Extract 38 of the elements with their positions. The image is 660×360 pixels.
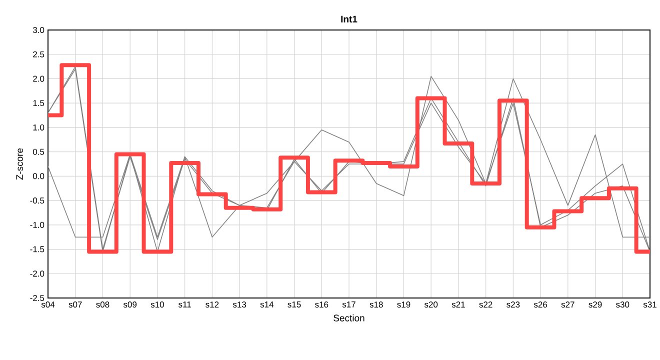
x-tick-label: s16 xyxy=(315,302,328,308)
x-tick-label: s20 xyxy=(424,302,438,308)
x-tick-label: s22 xyxy=(479,302,492,308)
x-tick-label: s29 xyxy=(588,302,602,308)
y-tick-label: -1.5 xyxy=(30,246,44,252)
y-tick-label: 0.5 xyxy=(32,148,44,155)
chart-title: Int1 xyxy=(341,16,358,22)
y-tick-label: -1.0 xyxy=(30,222,44,228)
x-tick-label: s10 xyxy=(150,302,164,308)
y-axis-title: Z-score xyxy=(16,148,23,180)
x-tick-label: s30 xyxy=(616,302,630,308)
y-tick-label: -0.5 xyxy=(30,198,44,204)
y-tick-label: -2.5 xyxy=(30,295,44,302)
x-tick-label: s04 xyxy=(41,302,55,308)
x-axis-title: Section xyxy=(334,314,364,322)
x-tick-label: s19 xyxy=(397,302,410,308)
x-tick-label: s27 xyxy=(561,302,574,308)
x-tick-label: s21 xyxy=(452,302,465,308)
x-tick-label: s31 xyxy=(643,302,656,308)
x-tick-label: s11 xyxy=(178,302,191,308)
y-tick-label: 3.0 xyxy=(32,27,44,34)
y-tick-label: 2.0 xyxy=(33,76,44,82)
x-tick-label: s13 xyxy=(232,302,246,308)
x-tick-label: s15 xyxy=(288,302,301,308)
y-tick-label: 1.5 xyxy=(33,100,44,106)
x-tick-label: s09 xyxy=(123,302,137,308)
x-tick-label: s18 xyxy=(370,302,383,308)
x-tick-label: s17 xyxy=(342,302,356,308)
x-tick-label: s23 xyxy=(506,302,520,308)
x-tick-label: s26 xyxy=(534,302,548,308)
y-tick-label: 1.0 xyxy=(33,124,44,130)
x-tick-label: s08 xyxy=(96,302,110,308)
x-tick-label: s14 xyxy=(260,302,274,308)
x-tick-label: s12 xyxy=(206,302,219,308)
y-tick-label: -2.0 xyxy=(30,270,44,277)
y-tick-label: 0.0 xyxy=(32,173,44,180)
x-tick-label: s07 xyxy=(68,302,82,308)
y-tick-label: 2.5 xyxy=(33,51,44,58)
